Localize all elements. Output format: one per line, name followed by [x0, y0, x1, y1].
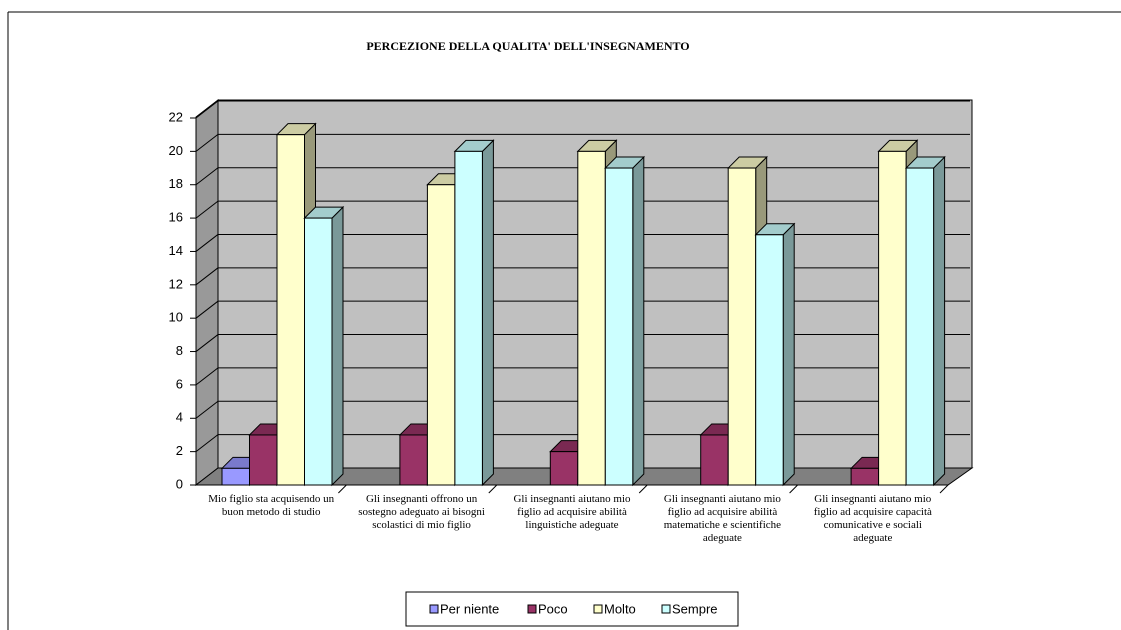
- bar: [399, 434, 428, 486]
- y-tick-label: 22: [169, 109, 183, 124]
- x-tick-label: Mio figlio sta acquisendo un buon metodo…: [208, 493, 335, 518]
- legend-label: Per niente: [440, 601, 499, 616]
- bar-side: [933, 155, 946, 487]
- grid-line: [195, 100, 219, 119]
- y-tick-label: 12: [169, 276, 183, 291]
- chart-title: PERCEZIONE DELLA QUALITA' DELL'INSEGNAME…: [366, 39, 689, 53]
- y-tick-label: 8: [176, 343, 183, 358]
- grid-line: [195, 300, 219, 319]
- bar: [905, 167, 935, 486]
- x-tick: [338, 484, 347, 494]
- y-tick-label: 20: [169, 143, 183, 158]
- grid-line: [195, 434, 219, 453]
- legend-swatch: [661, 604, 671, 614]
- bar: [700, 434, 729, 486]
- legend-label: Sempre: [672, 601, 718, 616]
- legend-label: Molto: [604, 601, 636, 616]
- grid-line: [195, 167, 219, 186]
- x-tick-label: Gli insegnanti aiutano mio figlio ad acq…: [513, 493, 631, 531]
- y-tick-label: 18: [169, 176, 183, 191]
- x-tick-label: Gli insegnanti aiutano mio figlio ad acq…: [813, 493, 932, 544]
- x-tick: [939, 484, 949, 494]
- grid-line: [195, 234, 219, 252]
- grid-line: [195, 267, 219, 286]
- x-tick: [789, 484, 798, 494]
- bar-side: [632, 155, 645, 487]
- bar: [304, 217, 333, 486]
- bar: [755, 234, 784, 486]
- grid-line: [195, 133, 219, 152]
- bar: [221, 467, 250, 486]
- grid-line: [195, 200, 219, 219]
- y-tick-label: 10: [169, 310, 183, 325]
- bar: [604, 167, 634, 486]
- y-tick-label: 4: [176, 410, 183, 425]
- grid-line: [195, 400, 219, 419]
- x-tick: [638, 484, 648, 494]
- bar: [577, 150, 606, 486]
- bar: [850, 467, 880, 486]
- legend: [405, 591, 739, 627]
- bar: [454, 150, 483, 486]
- x-tick-label: Gli insegnanti aiutano mio figlio ad acq…: [663, 493, 782, 544]
- bar: [878, 150, 907, 486]
- legend-label: Poco: [538, 601, 568, 616]
- y-tick-label: 16: [169, 210, 183, 225]
- bar-side: [331, 205, 344, 487]
- grid-line: [195, 367, 219, 386]
- bar: [426, 184, 456, 486]
- bar: [249, 434, 278, 486]
- bar-side: [481, 139, 494, 487]
- y-tick-label: 2: [176, 443, 183, 458]
- x-tick-label: Gli insegnanti offrono un sostegno adegu…: [358, 493, 485, 531]
- bar: [276, 134, 305, 486]
- bar-side: [782, 222, 795, 487]
- bar: [549, 451, 579, 486]
- y-tick-label: 14: [169, 243, 183, 258]
- legend-swatch: [593, 604, 603, 614]
- legend-swatch: [429, 604, 439, 614]
- side-wall: [195, 98, 219, 487]
- grid-line: [195, 334, 219, 352]
- y-tick-label: 6: [176, 376, 183, 391]
- y-tick-label: 0: [176, 476, 183, 491]
- legend-swatch: [527, 604, 537, 614]
- bar: [727, 167, 757, 486]
- x-tick: [488, 484, 498, 494]
